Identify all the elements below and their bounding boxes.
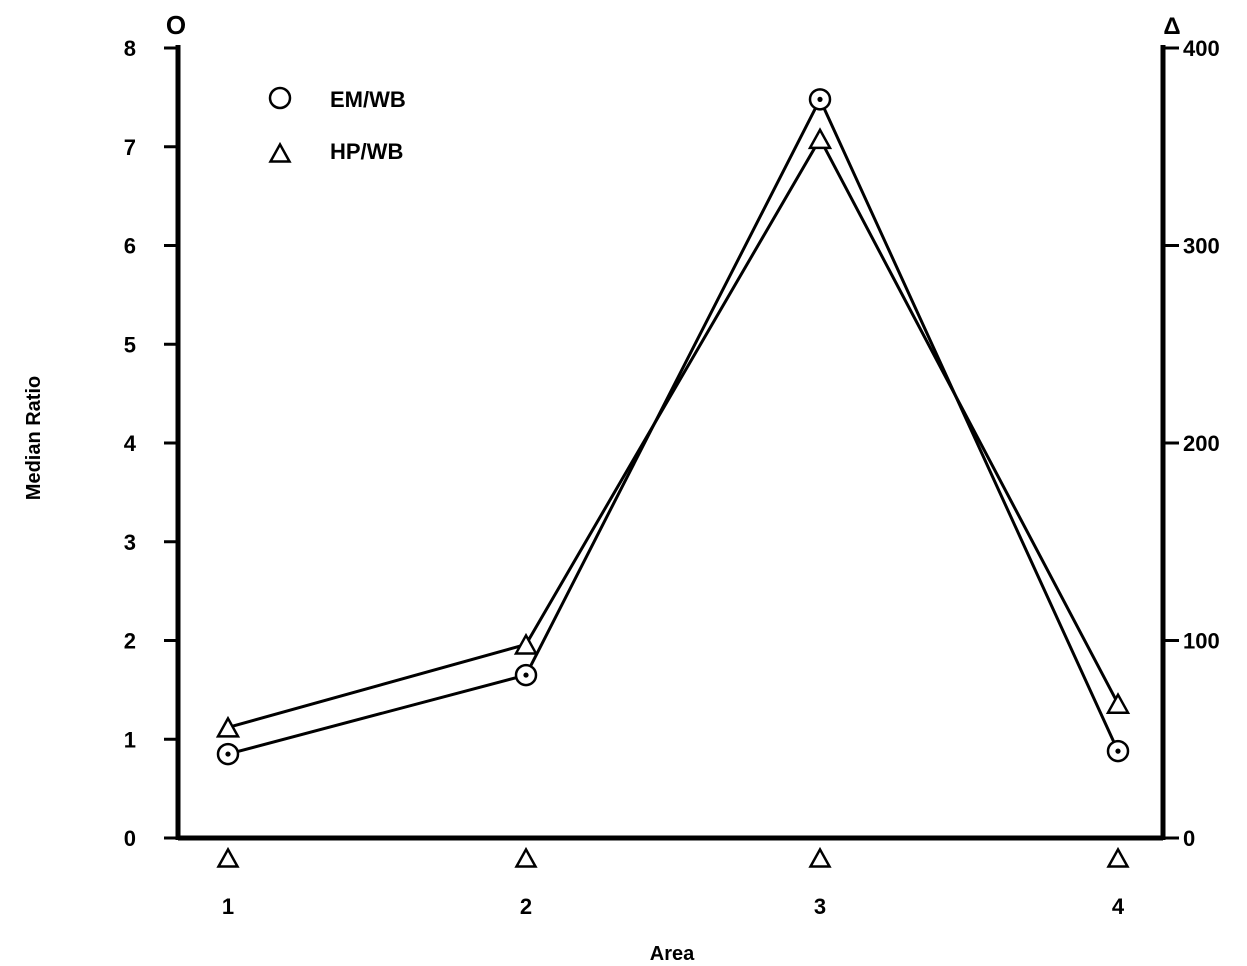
point-center-dot xyxy=(225,751,231,757)
right-y-tick-label: 300 xyxy=(1183,234,1220,259)
data-point-em-wb xyxy=(216,742,240,766)
point-center-dot xyxy=(1115,748,1121,754)
data-point-em-wb xyxy=(514,663,538,687)
left-y-tick-label: 1 xyxy=(124,727,136,752)
right-y-tick-label: 100 xyxy=(1183,629,1220,654)
left-y-tick-label: 4 xyxy=(124,431,137,456)
x-tick-label: 1 xyxy=(222,894,234,919)
series-line-hp-wb xyxy=(227,135,1120,729)
baseline-triangle-marker xyxy=(808,846,832,868)
left-y-tick-label: 7 xyxy=(124,135,136,160)
legend-triangle-icon xyxy=(268,141,292,163)
baseline-triangle-marker xyxy=(514,846,538,868)
right-y-tick-label: 400 xyxy=(1183,36,1220,61)
data-point-hp-wb xyxy=(807,127,833,150)
x-tick-label: 4 xyxy=(1112,894,1125,919)
left-y-tick-label: 6 xyxy=(124,234,136,259)
axes-group: 0 1 2 3 4 5 6 7 8 0 100 200 300 400 O Δ 1 2 3 4 xyxy=(124,10,1220,919)
series-group xyxy=(215,88,1131,868)
data-point-em-wb xyxy=(1106,739,1130,763)
left-y-tick-label: 0 xyxy=(124,826,136,851)
left-y-tick-label: 8 xyxy=(124,36,136,61)
series-line-em-wb xyxy=(227,95,1120,756)
left-y-tick-label: 5 xyxy=(124,332,136,357)
data-point-hp-wb xyxy=(513,632,539,655)
point-center-dot xyxy=(523,672,529,678)
left-y-tick-label: 2 xyxy=(124,629,136,654)
right-axis-series-symbol: Δ xyxy=(1163,13,1180,40)
y-axis-label: Median Ratio xyxy=(23,376,45,500)
legend-label: EM/WB xyxy=(330,87,406,112)
legend-label: HP/WB xyxy=(330,139,403,164)
x-tick-label: 2 xyxy=(520,894,532,919)
left-axis-series-symbol: O xyxy=(166,10,186,40)
right-y-tick-label: 200 xyxy=(1183,431,1220,456)
left-y-tick-label: 3 xyxy=(124,530,136,555)
x-axis-label: Area xyxy=(650,943,695,965)
baseline-triangle-marker xyxy=(216,846,240,868)
data-point-hp-wb xyxy=(1105,692,1131,714)
x-tick-label: 3 xyxy=(814,894,826,919)
legend-circle-icon xyxy=(268,86,292,110)
data-point-em-wb xyxy=(808,88,832,111)
legend: EM/WB HP/WB xyxy=(268,86,406,164)
point-center-dot xyxy=(817,96,823,102)
baseline-triangle-marker xyxy=(1106,846,1130,868)
right-y-tick-label: 0 xyxy=(1183,826,1195,851)
data-point-hp-wb xyxy=(215,715,241,738)
